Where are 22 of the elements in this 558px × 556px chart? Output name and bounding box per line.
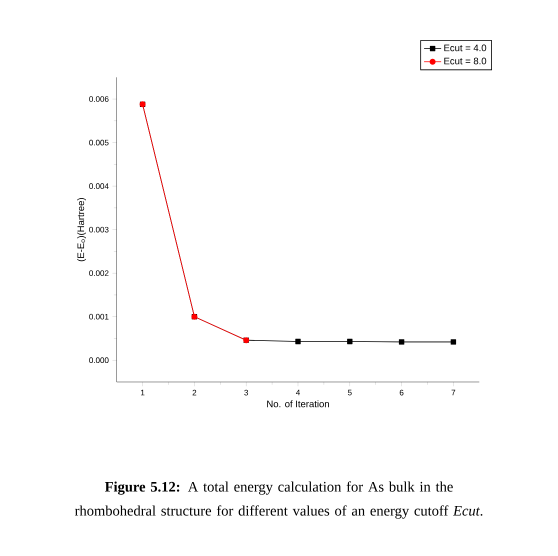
y-tick-label: 0.004 <box>89 183 109 189</box>
x-axis-title: No. of Iteration <box>267 400 329 408</box>
x-tick-label: 3 <box>244 390 248 396</box>
point <box>450 339 456 345</box>
x-tick-label: 2 <box>192 390 196 396</box>
y-tick-label: 0.000 <box>89 357 109 364</box>
point <box>347 338 352 344</box>
x-tick-label: 5 <box>348 390 352 396</box>
x-tick-label: 1 <box>140 390 144 396</box>
x-tick-label: 4 <box>296 390 300 396</box>
x-tick-label: 6 <box>400 390 404 396</box>
legend-label: Ecut = 8.0 <box>444 58 486 64</box>
y-tick-label: 0.005 <box>89 140 109 146</box>
x-tick-label: 7 <box>452 390 456 396</box>
y-tick-label: 0.002 <box>89 270 108 276</box>
y-tick-label: 0.003 <box>89 226 109 232</box>
text: Figure 5.12: A total energy calculation for As bulk in the rhombohedral structure for different values of an energy cutoff Ecut. <box>74 481 482 519</box>
legend-label: Ecut = 4.0 <box>444 44 486 52</box>
y-axis-title: (E-E$_{o}$)(Hartree) <box>77 198 86 262</box>
y-tick-label: 0.006 <box>89 96 109 102</box>
y-tick-label: 0.001 <box>89 314 109 320</box>
point <box>398 339 404 345</box>
